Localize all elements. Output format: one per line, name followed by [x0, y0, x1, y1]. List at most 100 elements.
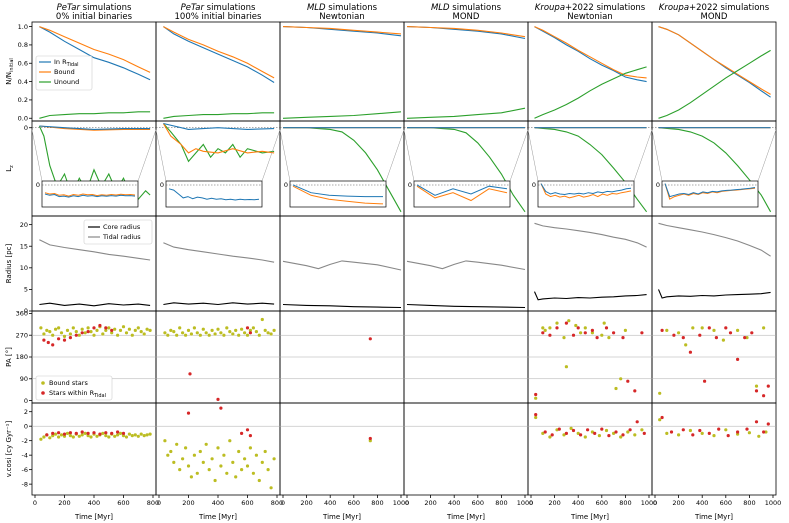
radius-tidal-line-0 [39, 239, 151, 261]
pa-bound-dot-c0-3 [48, 330, 52, 334]
vcos-bound-dot-c0-7 [59, 433, 64, 437]
pa-bound-dot-c5-2 [677, 331, 681, 335]
pa-bound-dot-c4-17 [623, 328, 628, 332]
xtick-label-c4-1: 200 [548, 499, 560, 507]
lz-inset-box-2 [289, 180, 387, 208]
pa-bound-dot-c0-4 [51, 333, 55, 337]
pa-bound-dot-c4-15 [614, 386, 618, 391]
panel-frame-r2-c4 [527, 215, 653, 312]
lz-inset-connector-right-1 [261, 129, 281, 182]
panel-frame-r4-c2 [279, 402, 405, 496]
column-subtitle-0: 0% initial binaries [56, 12, 133, 22]
xtick-label-c5-2: 400 [696, 499, 708, 507]
pa-bound-dot-c1-15 [207, 333, 211, 337]
vcos-bound-dot-c4-2 [548, 435, 552, 439]
vcos-within-dot-c5-2 [681, 428, 685, 432]
vcos-within-dot-c4-14 [635, 420, 639, 424]
vcos-within-dot-c4-11 [614, 430, 618, 434]
pa-ytick-label-4: 360 [16, 310, 28, 318]
pa-within-dot-c5-4 [698, 333, 702, 337]
pa-bound-dot-c1-8 [186, 328, 191, 332]
column-title-1: PeTar simulations [181, 3, 256, 13]
vcos-within-dot-c1-3 [245, 428, 250, 432]
vcos-within-dot-c5-11 [762, 430, 766, 434]
vcos-bound-dot-c0-31 [130, 434, 134, 438]
vcos-bound-dot-c4-15 [640, 428, 644, 432]
column-title-5: Kroupa+2022 simulations [659, 3, 770, 13]
xtick-label-c2-4: 800 [371, 499, 383, 507]
vcos-bound-dot-c4-1 [541, 431, 545, 435]
fraction-bound-line-4 [534, 26, 647, 79]
vcos-within-dot-c5-9 [745, 427, 749, 431]
vcos-bound-dot-c1-17 [213, 478, 217, 483]
lz-inset-tick-3: 0 [408, 181, 412, 189]
vcos-within-dot-c5-6 [717, 427, 721, 431]
pa-within-dot-c4-12 [621, 336, 625, 340]
lz-ytick-label: 0 [24, 124, 28, 132]
pa-bound-dot-c1-20 [222, 333, 226, 337]
pa-bound-dot-c4-5 [562, 336, 566, 340]
vcos-ytick-label-4: 0 [24, 422, 28, 430]
vcos-bound-dot-c1-35 [266, 468, 270, 472]
xtick-label-c3-0: 0 [405, 499, 409, 507]
vcos-bound-dot-c1-37 [272, 457, 276, 461]
pa-within-dot-c4-13 [626, 379, 630, 383]
pa-bound-dot-c0-19 [95, 328, 99, 332]
radius-core-line-1 [163, 302, 275, 306]
vcos-within-dot-c0-6 [80, 430, 84, 434]
pa-within-dot-c5-5 [703, 379, 707, 383]
fraction-legend-label-bound: Bound [54, 68, 75, 76]
vcos-bound-dot-c0-26 [116, 433, 120, 437]
pa-within-dot-c4-5 [571, 333, 576, 337]
vcos-bound-dot-c1-32 [257, 478, 261, 483]
vcos-within-dot-c0-10 [104, 431, 108, 435]
panel-frame-r2-c1 [155, 215, 281, 312]
column-title-2: MLD simulations [307, 3, 378, 13]
vcos-bound-dot-c1-15 [207, 468, 211, 472]
vcos-bound-dot-c0-11 [71, 435, 75, 439]
lz-inset-connector-right-3 [509, 129, 529, 182]
pa-bound-dot-c4-13 [602, 321, 606, 325]
fraction-bound-line-0 [39, 26, 151, 73]
xtick-label-c2-1: 200 [300, 499, 312, 507]
vcos-bound-dot-c1-6 [181, 457, 185, 461]
lz-inset-connector-right-2 [385, 129, 405, 182]
pa-ytick-label-1: 90 [20, 375, 28, 383]
vcos-bound-dot-c5-6 [724, 428, 728, 432]
vcos-within-dot-c0-9 [98, 432, 102, 436]
fraction-unbound-line-0 [39, 111, 151, 119]
pa-bound-dot-c1-9 [189, 332, 193, 336]
pa-bound-dot-c0-15 [83, 331, 87, 335]
pa-bound-dot-c1-0 [163, 331, 167, 335]
xtick-label-c0-0: 0 [33, 499, 37, 507]
pa-within-dot-c0-2 [51, 343, 55, 347]
pa-bound-dot-c4-0 [534, 396, 538, 400]
radius-legend-label-tidal: Tidal radius [102, 233, 141, 241]
pa-bound-dot-c5-11 [762, 326, 766, 330]
pa-bound-dot-c0-32 [133, 328, 137, 332]
xtick-label-c5-4: 800 [743, 499, 755, 507]
vcos-bound-dot-c0-33 [136, 434, 140, 438]
lz-inset-box-5 [661, 180, 759, 208]
lz-in-tidal-line-0 [39, 125, 151, 130]
xlabel-c1: Time [Myr] [198, 513, 237, 521]
pa-bound-dot-c0-13 [77, 333, 81, 337]
vcos-bound-dot-c5-0 [658, 418, 662, 422]
lz-inset-in-tidal-line-1 [168, 188, 260, 201]
lz-inset-bound-line-0 [44, 192, 136, 197]
pa-ylabel: PA [°] [5, 347, 13, 367]
panel-frame-r4-c3 [403, 402, 529, 496]
xtick-label-c5-1: 200 [672, 499, 684, 507]
pa-bound-dot-c5-0 [658, 391, 662, 395]
column-title-4: Kroupa+2022 simulations [535, 3, 646, 13]
fraction-unbound-line-4 [534, 66, 647, 119]
panel-frame-r2-c2 [279, 215, 405, 312]
panel-frame-r4-c5 [651, 402, 777, 496]
pa-bound-dot-c0-22 [104, 328, 108, 332]
lz-inset-tick-0: 0 [36, 181, 40, 189]
xtick-label-c5-5: 1000 [765, 499, 782, 507]
vcos-bound-dot-c1-16 [210, 457, 214, 461]
vcos-bound-dot-c1-8 [186, 464, 191, 468]
vcos-within-dot-c4-2 [550, 433, 554, 437]
